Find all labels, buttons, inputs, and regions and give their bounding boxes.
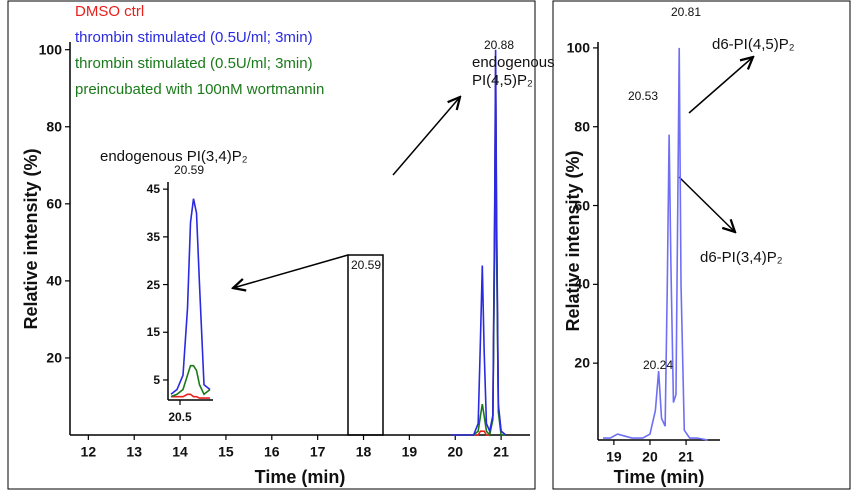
- x-tick-label: 14: [172, 443, 188, 460]
- annotation: d6-PI(3,4)P₂: [700, 249, 783, 266]
- inset-title: endogenous PI(3,4)P₂: [100, 148, 248, 165]
- y-tick-label: 80: [46, 118, 62, 135]
- panel-frame: [7, 0, 536, 490]
- y-tick-label: 20: [574, 354, 590, 371]
- x-tick-label: 19: [606, 448, 622, 465]
- y-axis-title: Relative intensity (%): [563, 150, 584, 332]
- series-line: [171, 393, 210, 399]
- y-tick-label: 40: [46, 272, 62, 289]
- x-tick-label: 16: [263, 443, 280, 460]
- annotation: 20.24: [642, 357, 674, 372]
- arrow: [233, 254, 349, 288]
- x-tick-label: 20.5: [168, 409, 192, 424]
- annotation: 20.59: [350, 257, 382, 272]
- x-axis-title: Time (min): [254, 467, 346, 488]
- y-tick-label: 45: [146, 181, 160, 196]
- y-tick-label: 100: [38, 41, 62, 58]
- annotation: 20.88: [483, 37, 515, 52]
- legend-entry: thrombin stimulated (0.5U/ml; 3min) prei…: [75, 55, 325, 98]
- x-tick-label: 21: [493, 443, 509, 460]
- y-tick-label: 60: [46, 195, 62, 212]
- panel-frame: [552, 0, 851, 490]
- legend-entry: DMSO ctrl: [75, 3, 145, 20]
- x-tick-label: 15: [218, 443, 234, 460]
- x-axis-title: Time (min): [613, 467, 705, 488]
- y-tick-label: 80: [574, 118, 590, 135]
- x-tick-label: 18: [355, 443, 372, 460]
- zoom-box: [347, 254, 384, 436]
- y-tick-label: 25: [146, 277, 160, 292]
- y-tick-label: 60: [574, 197, 590, 214]
- legend-entry: thrombin stimulated (0.5U/ml; 3min): [75, 29, 313, 46]
- x-tick-label: 13: [126, 443, 142, 460]
- x-tick-label: 17: [309, 443, 326, 460]
- annotation: 20.59: [173, 162, 205, 177]
- y-tick-label: 15: [146, 325, 160, 340]
- x-tick-label: 20: [642, 448, 658, 465]
- x-tick-label: 19: [401, 443, 418, 460]
- x-tick-label: 20: [447, 443, 464, 460]
- y-axis-title: Relative intensity (%): [21, 147, 42, 330]
- arrow: [688, 57, 753, 114]
- series-line: [603, 47, 708, 441]
- annotation: endogenous PI(4,5)P₂: [472, 54, 555, 89]
- x-tick-label: 21: [678, 448, 694, 465]
- y-tick-label: 100: [566, 39, 590, 56]
- annotation: 20.53: [627, 88, 659, 103]
- y-tick-label: 35: [146, 229, 160, 244]
- arrow: [392, 97, 460, 176]
- annotation: 20.81: [670, 4, 702, 19]
- arrow: [678, 176, 735, 232]
- annotation: d6-PI(4,5)P₂: [712, 36, 795, 53]
- series-line: [450, 49, 507, 436]
- y-tick-label: 40: [574, 275, 590, 292]
- y-tick-label: 5: [153, 372, 160, 387]
- series-line: [170, 198, 211, 395]
- x-tick-label: 12: [80, 443, 97, 460]
- series-line: [170, 364, 211, 398]
- y-tick-label: 20: [46, 349, 62, 366]
